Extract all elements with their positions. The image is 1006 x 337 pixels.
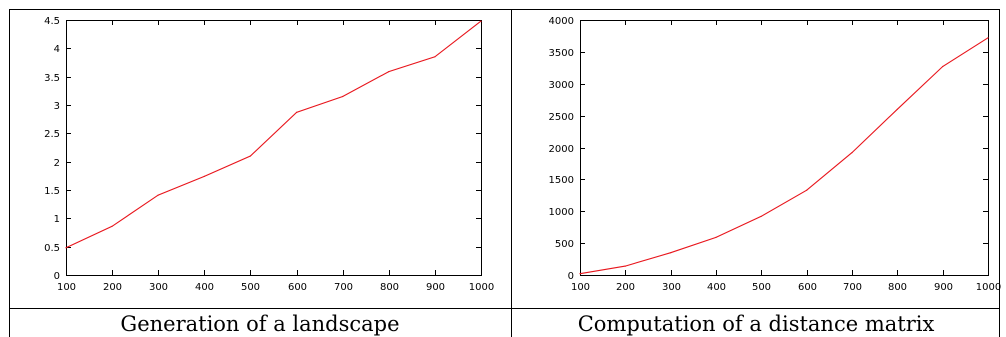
plot-frame [66, 20, 482, 276]
y-tick-label: 4.5 [44, 16, 60, 27]
x-tick-label: 700 [334, 282, 353, 293]
x-tick-label: 400 [195, 282, 214, 293]
plot-frame [580, 20, 989, 276]
data-point [851, 152, 853, 154]
x-tick-label: 600 [288, 282, 307, 293]
x-tick-label: 100 [57, 282, 76, 293]
data-point [987, 37, 989, 39]
distance-matrix-chart: 0 500 1000 1500 2000 2500 3000 3500 4000 100 200 30… [549, 16, 1002, 293]
x-tick-label: 600 [798, 282, 817, 293]
y-tick-label: 3000 [549, 80, 574, 91]
series-line [65, 20, 482, 249]
y-tick-label: 0.5 [44, 243, 60, 254]
x-tick-label: 900 [934, 282, 953, 293]
data-point [65, 247, 67, 249]
data-point [760, 215, 762, 217]
series-line [579, 37, 989, 275]
y-tick-label: 4000 [549, 16, 574, 27]
y-tick-label: 0 [54, 271, 60, 282]
y-tick-label: 3.5 [44, 73, 60, 84]
data-point [579, 273, 581, 275]
data-point [203, 175, 205, 177]
x-tick-label: 200 [103, 282, 122, 293]
x-tick-label: 300 [149, 282, 168, 293]
x-tick-label: 1000 [469, 282, 494, 293]
x-tick-label: 700 [843, 282, 862, 293]
x-tick-label: 900 [426, 282, 445, 293]
x-tick-label: 400 [707, 282, 726, 293]
data-point [342, 95, 344, 98]
data-point [111, 225, 113, 227]
y-tick-label: 1.5 [44, 186, 60, 197]
data-point [434, 56, 436, 58]
x-tick-label: 300 [662, 282, 681, 293]
x-tick-label: 800 [888, 282, 907, 293]
data-point [249, 155, 251, 157]
y-tick-label: 2.5 [44, 129, 60, 140]
data-point [670, 252, 672, 254]
y-tick-label: 2 [54, 158, 60, 169]
caption-distance-matrix: Computation of a distance matrix [578, 312, 935, 336]
data-point [942, 65, 944, 68]
data-point [480, 20, 482, 22]
x-tick-label: 100 [571, 282, 590, 293]
y-tick-label: 3 [54, 101, 60, 112]
caption-landscape: Generation of a landscape [120, 312, 399, 336]
x-tick-label: 500 [241, 282, 260, 293]
data-point [715, 236, 717, 238]
y-tick-label: 2500 [549, 112, 574, 123]
data-point [896, 108, 898, 110]
y-tick-label: 1 [54, 214, 60, 225]
y-tick-label: 1500 [549, 175, 574, 186]
y-tick-label: 4 [54, 44, 60, 55]
data-point [806, 189, 808, 191]
y-tick-label: 500 [555, 239, 574, 250]
data-point [388, 71, 390, 73]
table-grid [9, 9, 1000, 337]
data-point [157, 194, 159, 196]
y-tick-label: 1000 [549, 207, 574, 218]
x-tick-label: 1000 [976, 282, 1001, 293]
x-tick-label: 800 [380, 282, 399, 293]
x-tick-label: 200 [616, 282, 635, 293]
y-tick-label: 2000 [549, 144, 574, 155]
y-tick-label: 3500 [549, 48, 574, 59]
landscape-chart: 0 0.5 1 1.5 2 2.5 3 3.5 4 4.5 100 200 300 400 500 600 70… [44, 16, 494, 293]
data-point [296, 111, 298, 113]
data-point [624, 265, 626, 267]
y-tick-label: 0 [568, 271, 574, 282]
x-tick-label: 500 [752, 282, 771, 293]
